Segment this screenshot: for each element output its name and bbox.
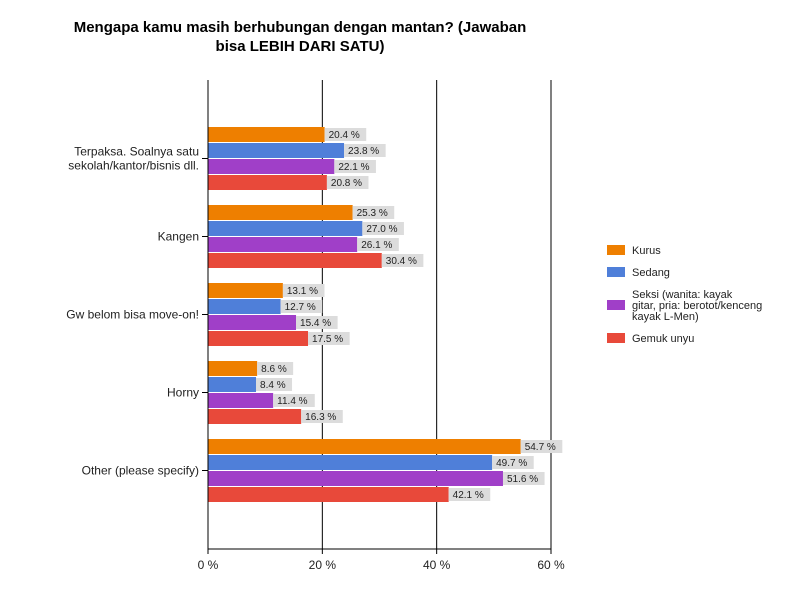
data-label-bg	[334, 160, 376, 173]
data-label: 49.7 %	[496, 458, 527, 469]
bar-layer: 20.4 % 23.8 % 22.1 % 20.8 % 25.3 % 27.0 % 26.1…	[208, 127, 563, 502]
data-label-bg	[362, 222, 404, 235]
category-label: Other (please specify)	[82, 464, 199, 478]
data-label: 42.1 %	[453, 490, 484, 501]
bar-cat0-series3	[208, 175, 327, 190]
bar-cat2-series3	[208, 331, 309, 346]
data-label: 25.3 %	[357, 208, 388, 219]
data-label: 54.7 %	[525, 442, 556, 453]
data-label-bg	[282, 284, 325, 297]
bar-cat1-series3	[208, 253, 382, 268]
legend-swatch-3	[607, 333, 625, 343]
bar-cat4-series1	[208, 455, 493, 470]
bar-cat0-series1	[208, 143, 345, 158]
bar-cat3-series3	[208, 409, 302, 424]
grid-layer	[321, 80, 552, 549]
data-label: 20.4 %	[329, 130, 360, 141]
legend-label-2: Seksi (wanita: kayak	[632, 289, 733, 301]
data-label-bg	[520, 440, 563, 453]
data-label: 11.4 %	[277, 396, 307, 407]
data-label-bg	[308, 332, 350, 345]
legend-label-0: Kurus	[632, 245, 661, 257]
bar-cat0-series0	[208, 127, 325, 142]
data-label: 22.1 %	[338, 162, 369, 173]
bar-cat3-series1	[208, 377, 257, 392]
data-label: 8.6 %	[261, 364, 287, 375]
data-label-bg	[324, 128, 367, 141]
category-label: Horny	[167, 386, 199, 400]
bar-cat1-series1	[208, 221, 363, 236]
data-label: 27.0 %	[366, 224, 397, 235]
bar-cat4-series3	[208, 487, 449, 502]
legend-label-1: Sedang	[632, 267, 670, 279]
data-label: 13.1 %	[287, 286, 318, 297]
bar-cat3-series0	[208, 361, 258, 376]
legend-swatch-2	[607, 300, 625, 310]
chart-title: Mengapa kamu masih berhubungan dengan ma…	[40, 18, 560, 56]
data-label-bg	[273, 394, 315, 407]
data-label: 12.7 %	[285, 302, 316, 313]
chart-title-line-1: Mengapa kamu masih berhubungan dengan ma…	[73, 19, 527, 36]
x-tick-label: 20 %	[309, 558, 337, 572]
axis-layer: 0 % 20 % 40 % 60 % Terpaksa. Soalnya satusek…	[66, 80, 565, 572]
chart-title-line-2: bisa LEBIH DARI SATU)	[215, 38, 385, 55]
category-label: Terpaksa. Soalnya satu	[74, 145, 199, 159]
bar-cat4-series2	[208, 471, 503, 486]
bar-cat3-series2	[208, 393, 274, 408]
data-label-bg	[357, 238, 399, 251]
data-label: 23.8 %	[348, 146, 379, 157]
data-label-bg	[448, 488, 491, 501]
bar-cat2-series2	[208, 315, 297, 330]
data-label: 16.3 %	[305, 412, 336, 423]
x-tick-label: 60 %	[537, 558, 565, 572]
bar-cat1-series2	[208, 237, 358, 252]
data-label-bg	[326, 176, 369, 189]
data-label-bg	[296, 316, 338, 329]
bar-cat2-series1	[208, 299, 281, 314]
data-label-bg	[381, 254, 424, 267]
bar-cat0-series2	[208, 159, 335, 174]
data-label: 51.6 %	[507, 474, 538, 485]
category-label: Gw belom bisa move-on!	[66, 308, 199, 322]
legend-swatch-0	[607, 245, 625, 255]
data-label: 20.8 %	[331, 178, 362, 189]
data-label-bg	[256, 378, 293, 391]
legend-label-2: kayak L-Men)	[632, 311, 699, 323]
category-label: Kangen	[158, 230, 199, 244]
legend-swatch-1	[607, 267, 625, 277]
data-label-bg	[301, 410, 343, 423]
data-label: 30.4 %	[386, 256, 417, 267]
data-label-bg	[352, 206, 395, 219]
x-tick-label: 40 %	[423, 558, 451, 572]
data-label: 15.4 %	[300, 318, 331, 329]
data-label-bg	[280, 300, 323, 313]
data-label-bg	[502, 472, 545, 485]
x-tick-label: 0 %	[198, 558, 219, 572]
legend-label-2: gitar, pria: berotot/kenceng	[632, 300, 762, 312]
data-label-bg	[257, 362, 294, 375]
legend-label-3: Gemuk unyu	[632, 333, 694, 345]
data-label-bg	[492, 456, 534, 469]
data-label-bg	[344, 144, 386, 157]
bar-cat4-series0	[208, 439, 521, 454]
data-label: 26.1 %	[361, 240, 392, 251]
bar-cat1-series0	[208, 205, 353, 220]
category-label: sekolah/kantor/bisnis dll.	[68, 159, 199, 173]
data-label: 17.5 %	[312, 334, 343, 345]
data-label: 8.4 %	[260, 380, 286, 391]
bar-cat2-series0	[208, 283, 283, 298]
